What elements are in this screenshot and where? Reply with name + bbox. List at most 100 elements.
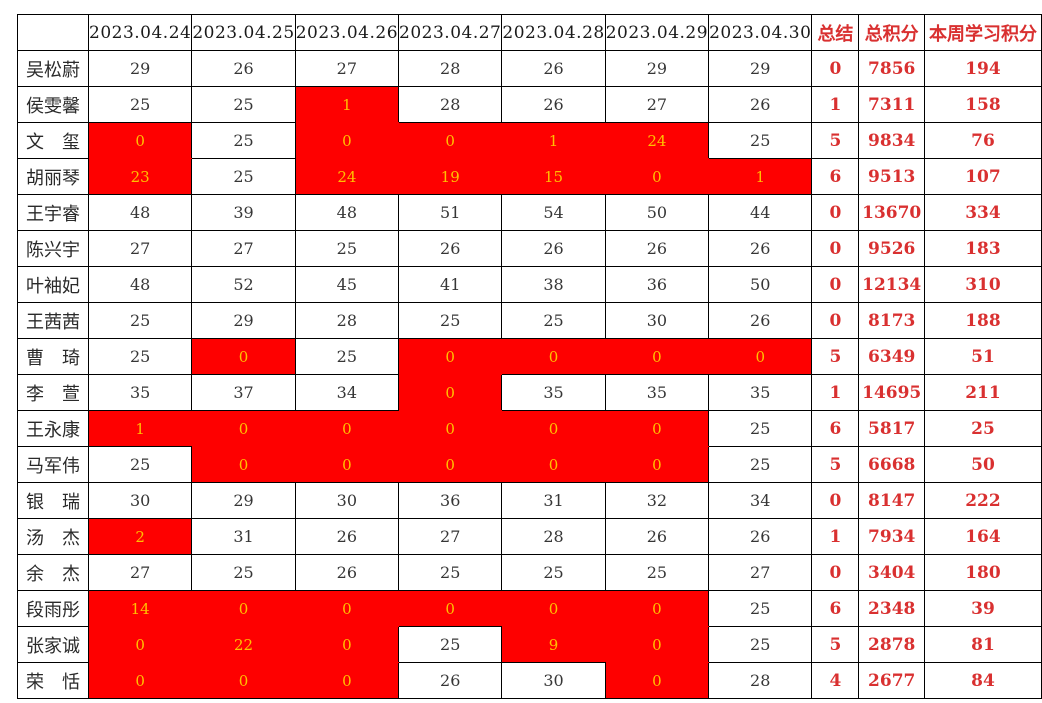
day-cell: 48 (87, 194, 193, 231)
table-row: 胡丽琴 23 25 24 19 15 0 1 6 9513 107 (17, 158, 1042, 195)
day-cell: 28 (708, 662, 813, 699)
day-cell-highlighted: 14 (87, 590, 193, 627)
day-cell: 29 (708, 50, 813, 87)
day-cell-highlighted: 0 (294, 446, 400, 483)
total-points-cell: 9526 (858, 230, 925, 267)
table-row: 侯雯馨 25 25 1 28 26 27 26 1 7311 158 (17, 86, 1042, 123)
day-cell: 25 (87, 446, 193, 483)
table-body: 吴松蔚 29 26 27 28 26 29 29 0 7856 194 侯雯馨 25 25 1 28 26 27 2… (17, 50, 1042, 699)
day-cell: 30 (294, 482, 400, 519)
day-cell: 25 (708, 590, 813, 627)
week-points-cell: 310 (923, 266, 1042, 303)
table-row: 余 杰 27 25 26 25 25 25 27 0 3404 180 (17, 554, 1042, 591)
student-name: 段雨彤 (17, 590, 89, 627)
day-cell: 25 (191, 158, 296, 195)
day-cell: 34 (708, 482, 813, 519)
summary-cell: 5 (811, 338, 860, 375)
student-name: 文 玺 (17, 122, 89, 159)
day-cell: 30 (501, 662, 606, 699)
week-points-cell: 76 (923, 122, 1042, 159)
day-cell: 36 (398, 482, 503, 519)
day-cell-highlighted: 24 (294, 158, 400, 195)
total-points-cell: 12134 (858, 266, 925, 303)
day-cell-highlighted: 0 (294, 410, 400, 447)
day-cell: 45 (294, 266, 400, 303)
student-name: 余 杰 (17, 554, 89, 591)
total-points-cell: 8147 (858, 482, 925, 519)
week-points-cell: 81 (923, 626, 1042, 663)
day-cell: 27 (294, 50, 400, 87)
day-cell-highlighted: 0 (191, 338, 296, 375)
week-points-cell: 107 (923, 158, 1042, 195)
day-cell-highlighted: 23 (87, 158, 193, 195)
day-cell: 28 (398, 86, 503, 123)
day-cell: 31 (191, 518, 296, 555)
table-row: 王茜茜 25 29 28 25 25 30 26 0 8173 188 (17, 302, 1042, 339)
day-cell: 26 (604, 230, 710, 267)
day-cell-highlighted: 0 (191, 662, 296, 699)
student-name: 王茜茜 (17, 302, 89, 339)
total-points-header: 总积分 (858, 14, 925, 51)
date-header-7: 2023.04.30 (708, 14, 813, 51)
day-cell: 25 (294, 230, 400, 267)
day-cell: 26 (501, 230, 606, 267)
week-points-cell: 222 (923, 482, 1042, 519)
day-cell: 35 (501, 374, 606, 411)
day-cell: 29 (87, 50, 193, 87)
summary-cell: 1 (811, 374, 860, 411)
day-cell: 26 (604, 518, 710, 555)
total-points-cell: 3404 (858, 554, 925, 591)
day-cell: 35 (708, 374, 813, 411)
day-cell-highlighted: 0 (294, 626, 400, 663)
day-cell: 54 (501, 194, 606, 231)
day-cell: 32 (604, 482, 710, 519)
table-row: 王永康 1 0 0 0 0 0 25 6 5817 25 (17, 410, 1042, 447)
week-points-cell: 51 (923, 338, 1042, 375)
day-cell-highlighted: 15 (501, 158, 606, 195)
summary-cell: 0 (811, 266, 860, 303)
student-name: 胡丽琴 (17, 158, 89, 195)
date-header-3: 2023.04.26 (294, 14, 400, 51)
day-cell-highlighted: 0 (87, 122, 193, 159)
table-row: 叶袖妃 48 52 45 41 38 36 50 0 12134 310 (17, 266, 1042, 303)
day-cell: 26 (398, 662, 503, 699)
summary-cell: 5 (811, 446, 860, 483)
total-points-cell: 7934 (858, 518, 925, 555)
day-cell: 25 (398, 554, 503, 591)
day-cell-highlighted: 0 (398, 590, 503, 627)
table-row: 曹 琦 25 0 25 0 0 0 0 5 6349 51 (17, 338, 1042, 375)
day-cell-highlighted: 1 (294, 86, 400, 123)
day-cell: 30 (604, 302, 710, 339)
day-cell: 31 (501, 482, 606, 519)
day-cell: 26 (398, 230, 503, 267)
day-cell-highlighted: 0 (604, 662, 710, 699)
day-cell-highlighted: 0 (191, 410, 296, 447)
week-points-cell: 211 (923, 374, 1042, 411)
day-cell-highlighted: 1 (87, 410, 193, 447)
summary-cell: 0 (811, 194, 860, 231)
total-points-cell: 6668 (858, 446, 925, 483)
day-cell: 27 (87, 230, 193, 267)
day-cell-highlighted: 0 (604, 338, 710, 375)
week-points-cell: 180 (923, 554, 1042, 591)
summary-cell: 0 (811, 554, 860, 591)
day-cell: 50 (604, 194, 710, 231)
total-points-cell: 7311 (858, 86, 925, 123)
day-cell-highlighted: 0 (501, 590, 606, 627)
header-row: 2023.04.24 2023.04.25 2023.04.26 2023.04… (17, 14, 1042, 51)
date-header-4: 2023.04.27 (398, 14, 503, 51)
week-points-header: 本周学习积分 (923, 14, 1042, 51)
total-points-cell: 2348 (858, 590, 925, 627)
day-cell: 52 (191, 266, 296, 303)
day-cell: 26 (501, 86, 606, 123)
date-header-2: 2023.04.25 (191, 14, 296, 51)
total-points-cell: 2878 (858, 626, 925, 663)
day-cell-highlighted: 0 (501, 338, 606, 375)
day-cell: 26 (191, 50, 296, 87)
student-name: 张家诚 (17, 626, 89, 663)
student-name: 李 萱 (17, 374, 89, 411)
day-cell: 27 (191, 230, 296, 267)
day-cell: 25 (708, 446, 813, 483)
day-cell: 25 (501, 302, 606, 339)
